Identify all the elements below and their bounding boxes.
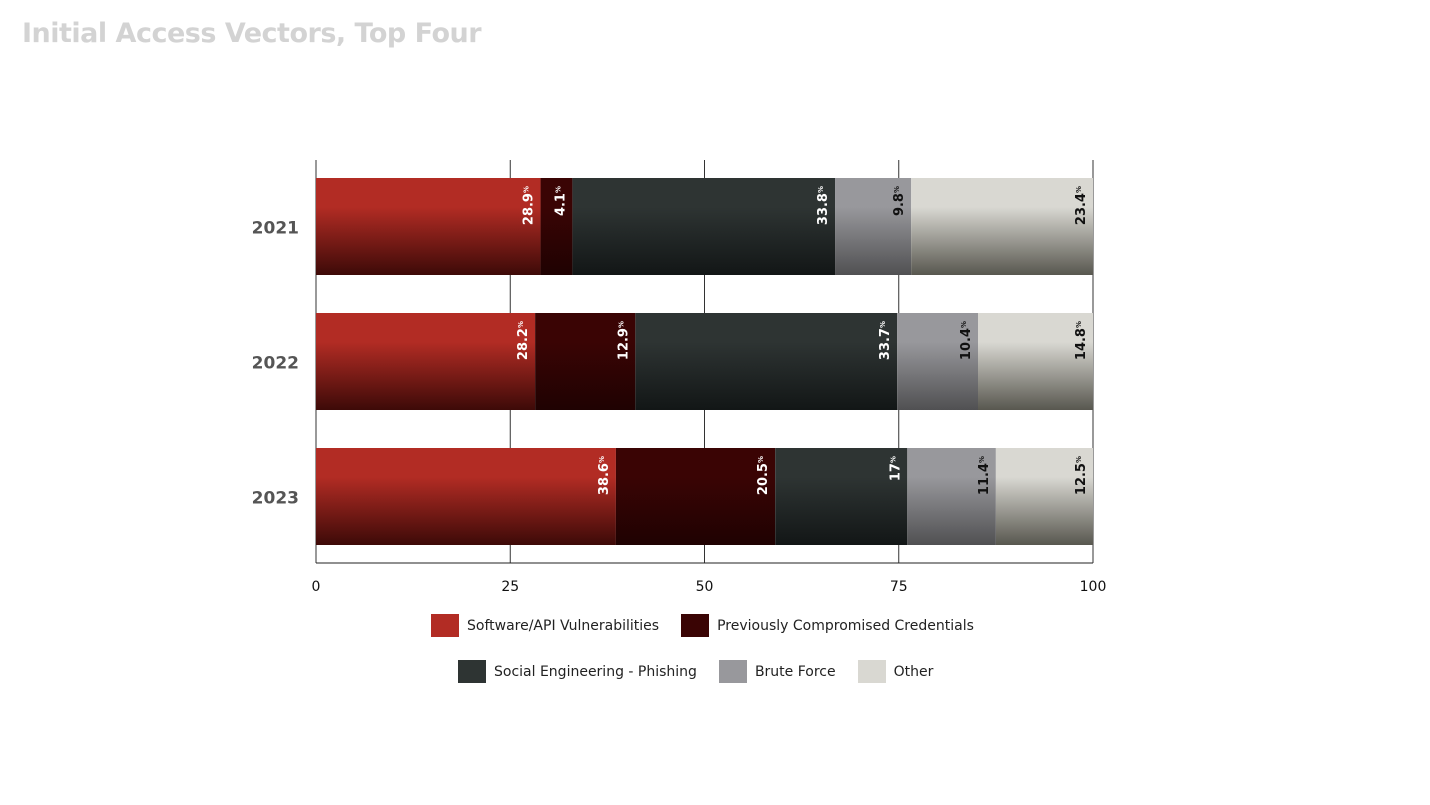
- chart-title: Initial Access Vectors, Top Four: [22, 18, 482, 49]
- bar-2023-brute-force: [907, 448, 996, 545]
- x-tick-label-25: 25: [501, 579, 519, 595]
- legend-item-software-api-vulnerabilities: Software/API Vulnerabilities: [431, 614, 659, 637]
- legend-item-previously-compromised-credentials: Previously Compromised Credentials: [681, 614, 974, 637]
- legend-swatch: [458, 660, 486, 683]
- bar-2022-other: [978, 313, 1093, 410]
- legend-swatch: [857, 660, 886, 683]
- bar-2021-brute-force: [835, 178, 912, 275]
- data-label-2022-other: 14.8%: [1074, 321, 1089, 360]
- data-label-2023-software-api-vulnerabilities: 38.6%: [597, 456, 612, 495]
- bar-2021-social-engineering-phishing: [572, 178, 836, 275]
- bar-2023-previously-compromised-credentials: [615, 448, 776, 545]
- data-label-2021-brute-force: 9.8%: [892, 186, 907, 216]
- x-tick-label-0: 0: [312, 579, 321, 595]
- legend-item-other: Other: [857, 660, 934, 683]
- legend-swatch: [718, 660, 747, 683]
- data-label-2023-brute-force: 11.4%: [977, 456, 992, 495]
- bar-2021-software-api-vulnerabilities: [316, 178, 541, 275]
- data-label-2022-software-api-vulnerabilities: 28.2%: [516, 321, 531, 360]
- data-label-2023-previously-compromised-credentials: 20.5%: [756, 456, 771, 495]
- bar-2022-social-engineering-phishing: [635, 313, 898, 410]
- legend-item-social-engineering-phishing: Social Engineering - Phishing: [458, 660, 697, 683]
- bar-2023-other: [995, 448, 1093, 545]
- x-tick-label-50: 50: [696, 579, 714, 595]
- data-label-2022-brute-force: 10.4%: [959, 321, 974, 360]
- y-tick-label-2023: 2023: [252, 489, 299, 509]
- bar-2023-software-api-vulnerabilities: [316, 448, 616, 545]
- data-label-2022-previously-compromised-credentials: 12.9%: [616, 321, 631, 360]
- legend-label: Software/API Vulnerabilities: [467, 617, 660, 634]
- data-label-2021-social-engineering-phishing: 33.8%: [816, 186, 831, 225]
- legend-label: Social Engineering - Phishing: [494, 663, 697, 680]
- bar-2022-previously-compromised-credentials: [535, 313, 636, 410]
- bar-2021-other: [911, 178, 1093, 275]
- bar-2021-previously-compromised-credentials: [540, 178, 573, 275]
- axes: 2021 2022 2023 0 25 50 75 100: [252, 219, 1107, 596]
- data-labels: 28.9% 4.1% 33.8% 9.8% 23.4% 28.2% 12.9% 33.7% 10…: [516, 186, 1089, 495]
- bar-2022-brute-force: [897, 313, 979, 410]
- legend-label: Brute Force: [754, 663, 836, 680]
- legend-swatch: [681, 614, 710, 637]
- data-label-2021-previously-compromised-credentials: 4.1%: [553, 186, 568, 216]
- data-label-2023-other: 12.5%: [1074, 456, 1089, 495]
- legend-swatch: [431, 614, 459, 637]
- legend-label: Other: [893, 663, 934, 680]
- bar-2022-software-api-vulnerabilities: [316, 313, 536, 410]
- bars: [316, 178, 1093, 545]
- legend-row-1: Software/API Vulnerabilities Previously C…: [431, 614, 974, 637]
- y-tick-label-2021: 2021: [252, 219, 299, 239]
- y-tick-label-2022: 2022: [252, 354, 299, 374]
- legend-row-2: Social Engineering - Phishing Brute Force…: [458, 660, 933, 683]
- bar-2023-social-engineering-phishing: [775, 448, 908, 545]
- data-label-2022-social-engineering-phishing: 33.7%: [878, 321, 893, 360]
- legend-item-brute-force: Brute Force: [718, 660, 836, 683]
- data-label-2021-software-api-vulnerabilities: 28.9%: [522, 186, 537, 225]
- x-tick-label-75: 75: [890, 579, 908, 595]
- data-label-2021-other: 23.4%: [1074, 186, 1089, 225]
- x-tick-label-100: 100: [1080, 579, 1107, 595]
- legend-label: Previously Compromised Credentials: [717, 617, 974, 634]
